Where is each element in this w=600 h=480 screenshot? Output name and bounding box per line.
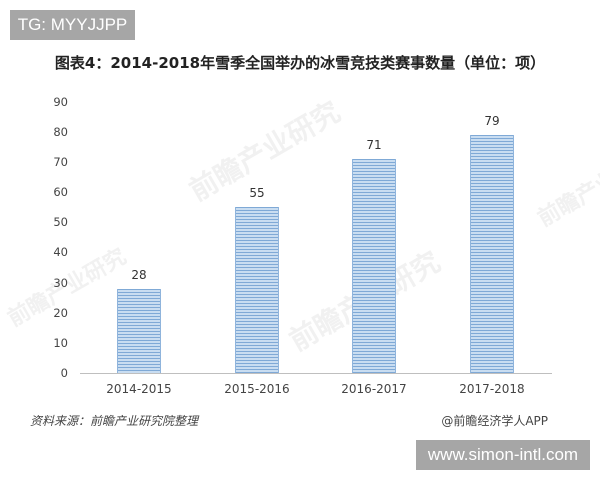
x-category-label: 2014-2015: [106, 382, 172, 396]
chart-title: 图表4：2014-2018年雪季全国举办的冰雪竞技类赛事数量（单位：项）: [54, 54, 546, 72]
y-tick-label: 60: [53, 185, 68, 199]
y-tick-label: 10: [53, 336, 68, 350]
bar-value-label: 55: [249, 186, 265, 200]
bar-2015-2016: [235, 207, 279, 373]
y-tick-label: 80: [53, 125, 68, 139]
y-tick-label: 30: [53, 276, 68, 290]
bar-2014-2015: [117, 289, 161, 373]
x-category-label: 2015-2016: [224, 382, 290, 396]
watermark-text: 前瞻产业研究: [533, 144, 600, 232]
x-axis-line: [80, 373, 552, 374]
y-tick-label: 70: [53, 155, 68, 169]
y-tick-label: 50: [53, 215, 68, 229]
bar-2017-2018: [470, 135, 514, 373]
y-tick-label: 40: [53, 245, 68, 259]
bar-value-label: 71: [366, 138, 382, 152]
credit-note: @前瞻经济学人APP: [441, 414, 548, 428]
x-category-label: 2016-2017: [341, 382, 407, 396]
y-tick-label: 20: [53, 306, 68, 320]
site-watermark-box: www.simon-intl.com: [416, 440, 590, 470]
bar-value-label: 79: [484, 114, 500, 128]
y-tick-label: 90: [53, 95, 68, 109]
x-category-label: 2017-2018: [459, 382, 525, 396]
source-note: 资料来源：前瞻产业研究院整理: [30, 414, 199, 428]
bar-value-label: 28: [131, 268, 147, 282]
tag-watermark-box: TG: MYYJJPP: [10, 10, 135, 40]
y-tick-label: 0: [60, 366, 68, 380]
bar-2016-2017: [352, 159, 396, 373]
